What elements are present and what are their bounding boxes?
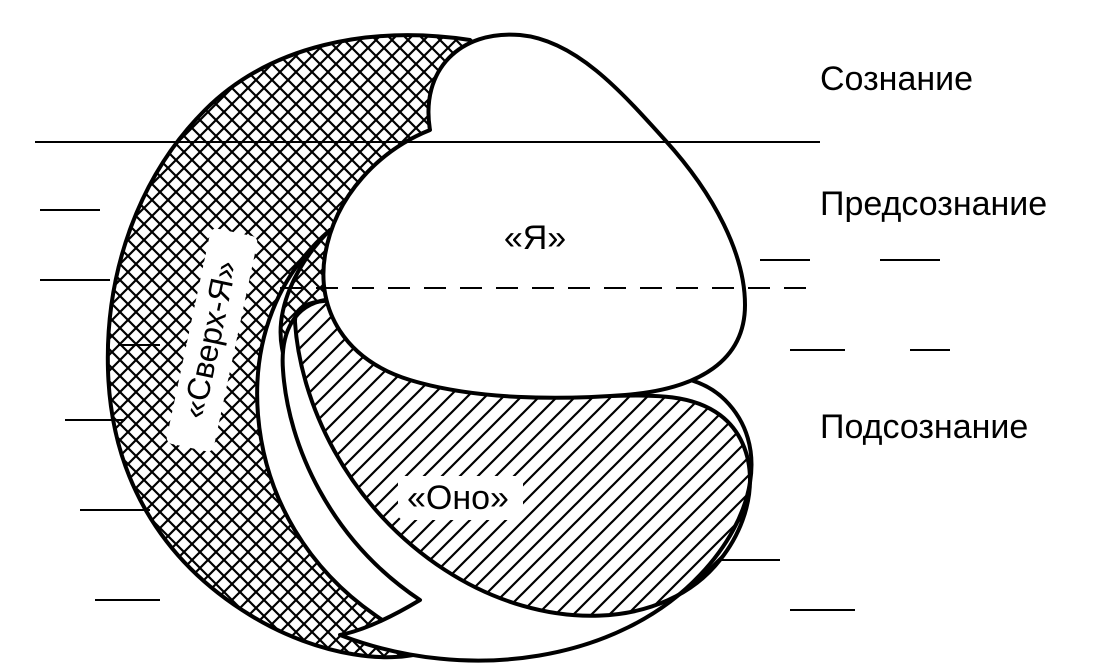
freud-structural-diagram: «Я» «Оно» «Сверх-Я» Сознание Предсознани… [0, 0, 1110, 664]
conscious-label: Сознание [820, 60, 973, 98]
ego-label: «Я» [504, 219, 566, 257]
subconscious-label: Подсознание [820, 408, 1028, 446]
preconscious-label: Предсознание [820, 185, 1047, 223]
id-label: «Оно» [407, 479, 509, 517]
